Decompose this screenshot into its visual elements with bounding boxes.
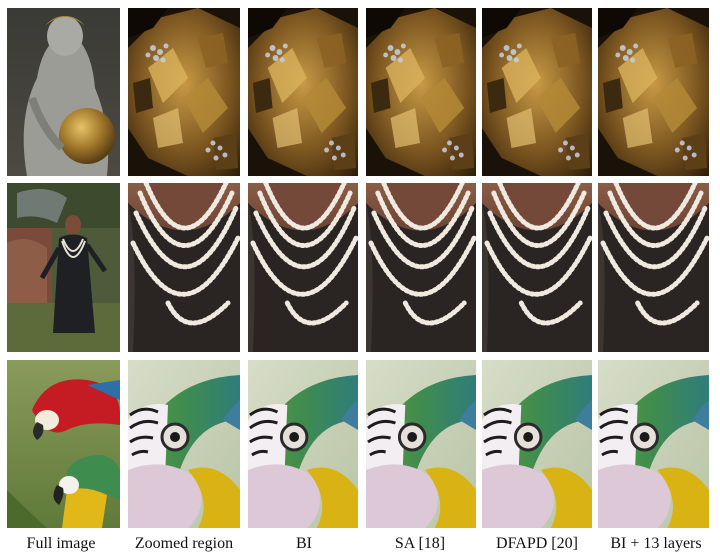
bi-result-statue	[248, 8, 358, 176]
zoomed-region-parrot	[128, 360, 240, 528]
full-image-parrots	[7, 360, 120, 528]
dfapd-result-parrot	[482, 360, 592, 528]
label-sa: SA [18]	[394, 535, 446, 552]
zoomed-region-statue	[128, 8, 240, 176]
figure-row-statue	[0, 8, 720, 176]
figure-row-necklace	[0, 183, 720, 352]
bi-result-necklace	[248, 183, 358, 352]
bi-13-layers-result-necklace	[598, 183, 709, 352]
dfapd-result-statue	[482, 8, 592, 176]
full-image-statue	[7, 8, 120, 176]
label-bi: BI	[296, 535, 312, 552]
full-image-woman	[7, 183, 120, 352]
zoomed-region-necklace	[128, 183, 240, 352]
bi-result-parrot	[248, 360, 358, 528]
label-bi-13-layers: BI + 13 layers	[610, 535, 702, 552]
label-full-image: Full image	[26, 535, 96, 552]
label-zoomed-region: Zoomed region	[134, 535, 234, 552]
label-dfapd: DFAPD [20]	[496, 535, 578, 552]
figure-row-parrot	[0, 360, 720, 528]
dfapd-result-necklace	[482, 183, 592, 352]
sa-result-necklace	[366, 183, 476, 352]
sa-result-statue	[366, 8, 476, 176]
bi-13-layers-result-parrot	[598, 360, 709, 528]
column-labels: Full image Zoomed region BI SA [18] DFAP…	[0, 532, 720, 556]
sa-result-parrot	[366, 360, 476, 528]
bi-13-layers-result-statue	[598, 8, 709, 176]
